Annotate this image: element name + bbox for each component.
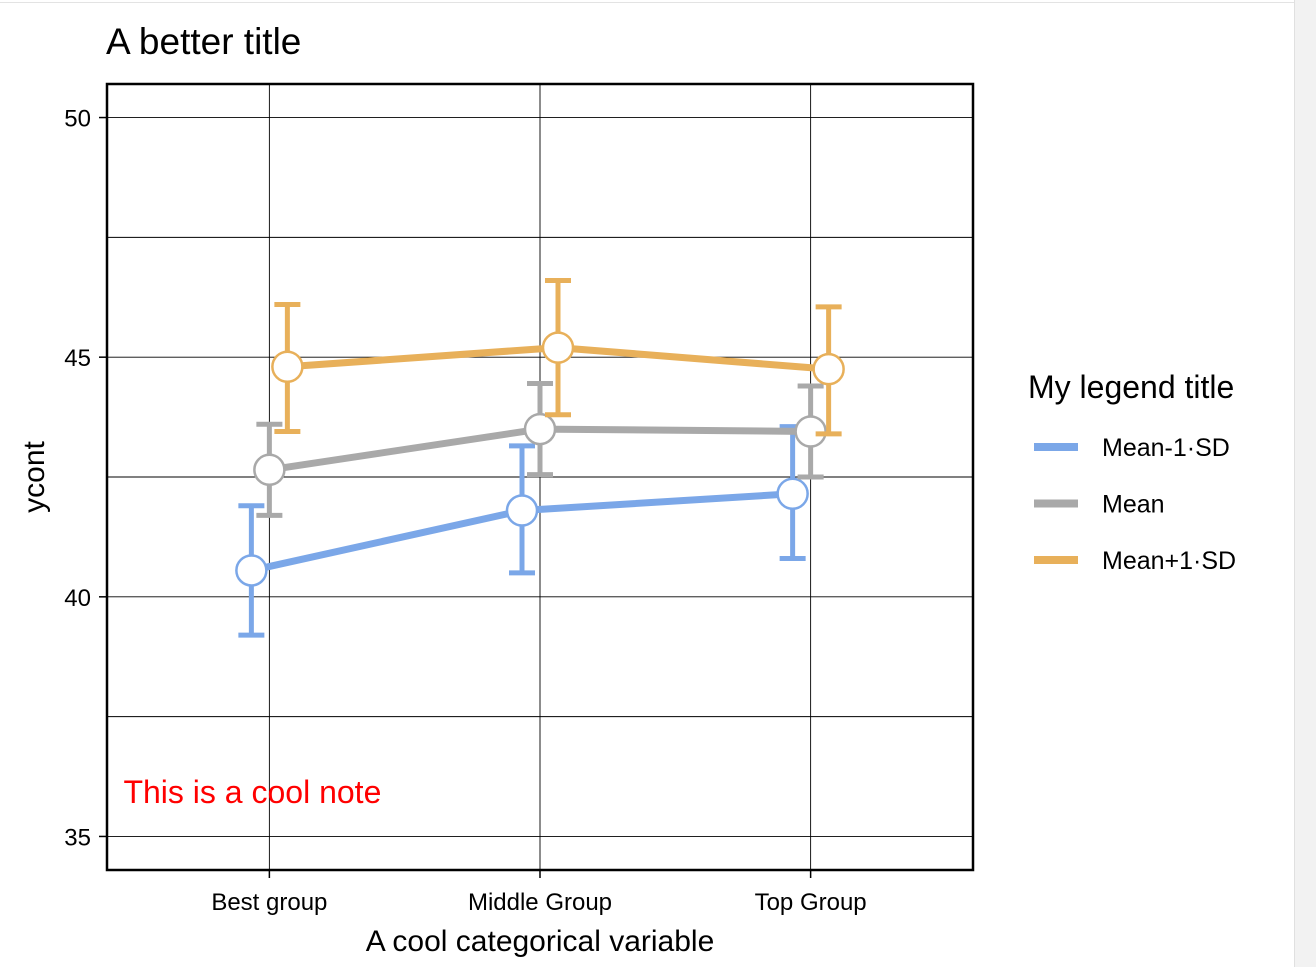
x-tick-label: Top Group <box>755 889 867 916</box>
y-tick-label: 45 <box>64 345 91 372</box>
data-point <box>541 331 575 364</box>
data-point <box>235 554 268 587</box>
scrollbar-track[interactable] <box>1294 0 1316 967</box>
y-tick-label: 50 <box>64 106 91 133</box>
data-point <box>253 453 286 487</box>
legend-label: Mean-1·SD <box>1102 434 1230 462</box>
legend: Mean-1·SD Mean Mean+1·SD <box>1034 434 1236 575</box>
axes: 35 40 45 50 Best group Middle Group Top Group <box>64 106 866 916</box>
series-1 <box>253 381 827 518</box>
legend-item: Mean-1·SD <box>1034 434 1230 462</box>
top-rule <box>0 2 1294 3</box>
legend-label: Mean <box>1102 491 1165 519</box>
x-tick-label: Middle Group <box>468 889 612 916</box>
data-point <box>776 477 809 511</box>
legend-label: Mean+1·SD <box>1102 547 1236 575</box>
chart-title: A better title <box>106 21 301 62</box>
data-point <box>523 412 557 446</box>
x-tick-label: Best group <box>211 889 327 916</box>
y-axis-title: ycont <box>18 440 51 512</box>
data-point <box>271 350 304 384</box>
y-tick-label: 40 <box>64 585 91 612</box>
series-layer <box>235 278 845 638</box>
x-axis-title: A cool categorical variable <box>366 925 715 958</box>
legend-item: Mean+1·SD <box>1034 547 1236 575</box>
series-0 <box>235 424 809 638</box>
y-tick-label: 35 <box>64 824 91 851</box>
chart-note: This is a cool note <box>123 774 381 810</box>
series-2 <box>271 278 845 437</box>
data-point <box>812 352 845 386</box>
data-point <box>505 494 539 527</box>
legend-title: My legend title <box>1028 369 1234 405</box>
legend-item: Mean <box>1034 491 1165 519</box>
